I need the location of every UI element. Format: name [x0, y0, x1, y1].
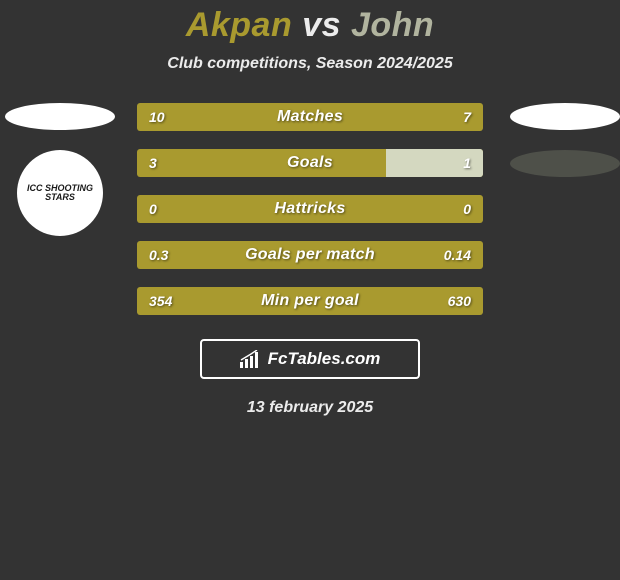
branding-box: FcTables.com	[200, 339, 420, 379]
stat-label: Min per goal	[137, 287, 483, 315]
chart-icon	[240, 350, 262, 368]
player2-club-ellipse	[510, 150, 620, 177]
stat-bar: 3Goals1	[137, 149, 483, 177]
stat-bar: 0.3Goals per match0.14	[137, 241, 483, 269]
vs-label: vs	[302, 6, 341, 44]
left-badge-column: ICC SHOOTING STARS	[5, 103, 115, 236]
player2-country-ellipse	[510, 103, 620, 130]
stat-label: Matches	[137, 103, 483, 131]
stat-value-right: 1	[451, 149, 483, 177]
player1-country-ellipse	[5, 103, 115, 130]
stat-bars: 10Matches73Goals10Hattricks00.3Goals per…	[137, 103, 483, 315]
stat-label: Hattricks	[137, 195, 483, 223]
stat-value-right: 630	[436, 287, 483, 315]
player1-club-badge: ICC SHOOTING STARS	[17, 150, 103, 236]
stat-bar: 354Min per goal630	[137, 287, 483, 315]
club-badge-text: ICC SHOOTING STARS	[23, 184, 97, 203]
page-title: Akpan vs John	[0, 0, 620, 45]
stat-bar: 0Hattricks0	[137, 195, 483, 223]
stat-value-right: 7	[451, 103, 483, 131]
comparison-card: Akpan vs John Club competitions, Season …	[0, 0, 620, 580]
branding-text: FcTables.com	[268, 349, 381, 369]
stat-bar: 10Matches7	[137, 103, 483, 131]
player2-name: John	[351, 6, 434, 44]
right-badge-column	[510, 103, 620, 177]
stat-value-right: 0	[451, 195, 483, 223]
player1-name: Akpan	[186, 6, 292, 44]
subtitle: Club competitions, Season 2024/2025	[0, 55, 620, 73]
date-text: 13 february 2025	[0, 399, 620, 417]
content-area: ICC SHOOTING STARS 10Matches73Goals10Hat…	[0, 103, 620, 315]
stat-value-right: 0.14	[432, 241, 483, 269]
stat-label: Goals	[137, 149, 483, 177]
